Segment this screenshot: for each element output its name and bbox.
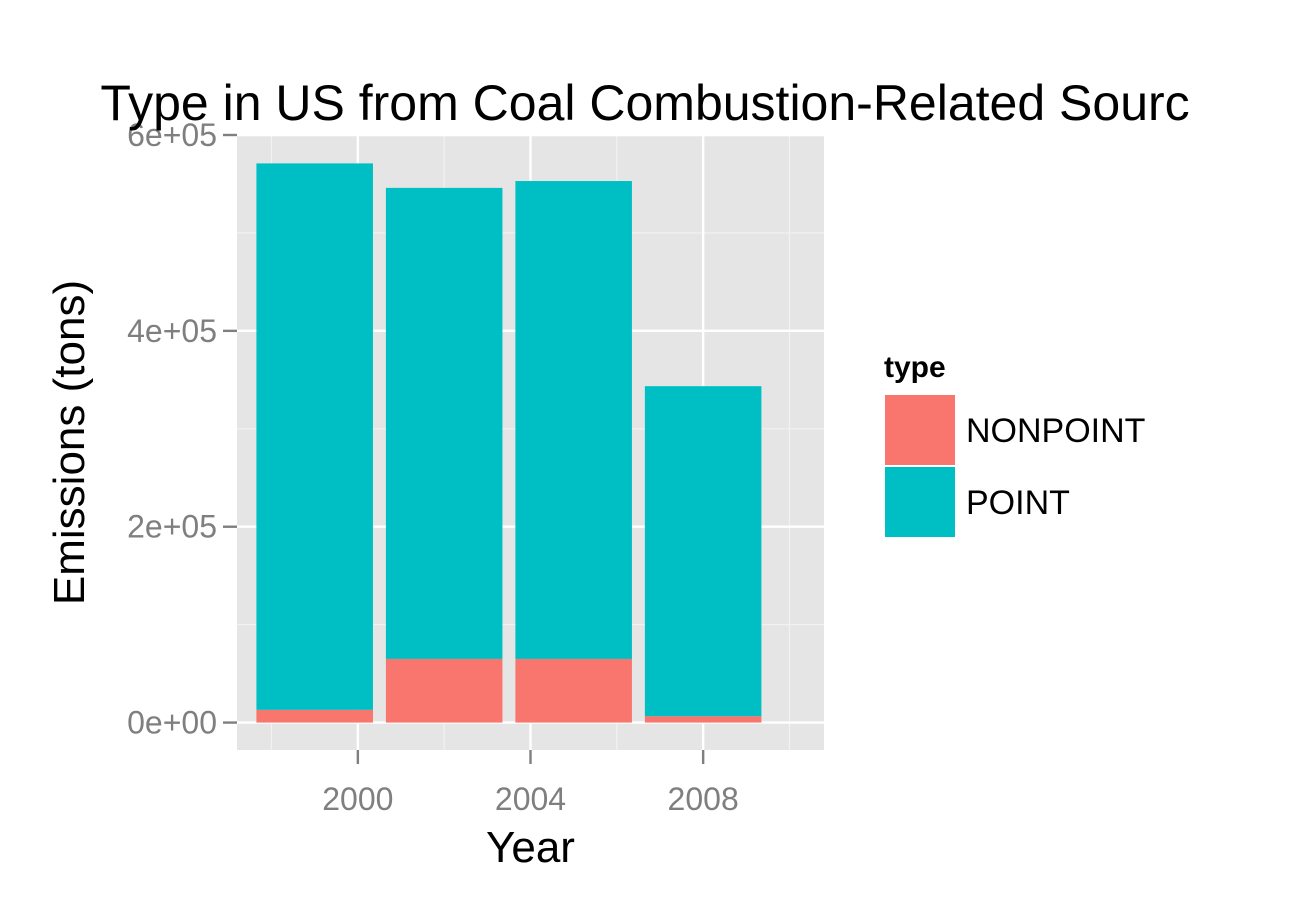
y-axis: 0e+00 2e+05 4e+05 6e+05: [127, 117, 237, 741]
x-tick-label: 2000: [322, 781, 393, 817]
y-tick-label: 0e+00: [127, 705, 217, 741]
x-axis: 2000 2004 2008: [322, 750, 739, 817]
bars: [256, 163, 762, 723]
x-tick-label: 2004: [495, 781, 566, 817]
bar-point-2005: [515, 181, 632, 659]
bar-nonpoint-2008: [644, 716, 762, 723]
y-axis-title: Emissions (tons): [45, 280, 94, 605]
bar-nonpoint-2005: [515, 658, 632, 723]
x-tick-label: 2008: [668, 781, 739, 817]
bar-nonpoint-1999: [256, 709, 373, 723]
legend-label-nonpoint: NONPOINT: [966, 412, 1145, 450]
bar-point-2002: [385, 187, 503, 659]
bar-point-2008: [644, 386, 762, 717]
y-tick-label: 2e+05: [127, 509, 217, 545]
legend-items: NONPOINT POINT: [883, 393, 1145, 539]
x-axis-title: Year: [486, 823, 575, 872]
y-tick-label: 6e+05: [127, 117, 217, 153]
legend-title: type: [884, 351, 946, 384]
bar-nonpoint-2002: [385, 658, 503, 723]
y-tick-label: 4e+05: [127, 313, 217, 349]
legend-swatch-nonpoint: [885, 395, 955, 465]
chart-title: Type in US from Coal Combustion-Related …: [100, 75, 1189, 131]
legend-swatch-point: [885, 467, 955, 537]
bar-point-1999: [256, 163, 373, 710]
legend-label-point: POINT: [966, 484, 1070, 522]
legend: type NONPOINT POINT: [883, 351, 1145, 539]
